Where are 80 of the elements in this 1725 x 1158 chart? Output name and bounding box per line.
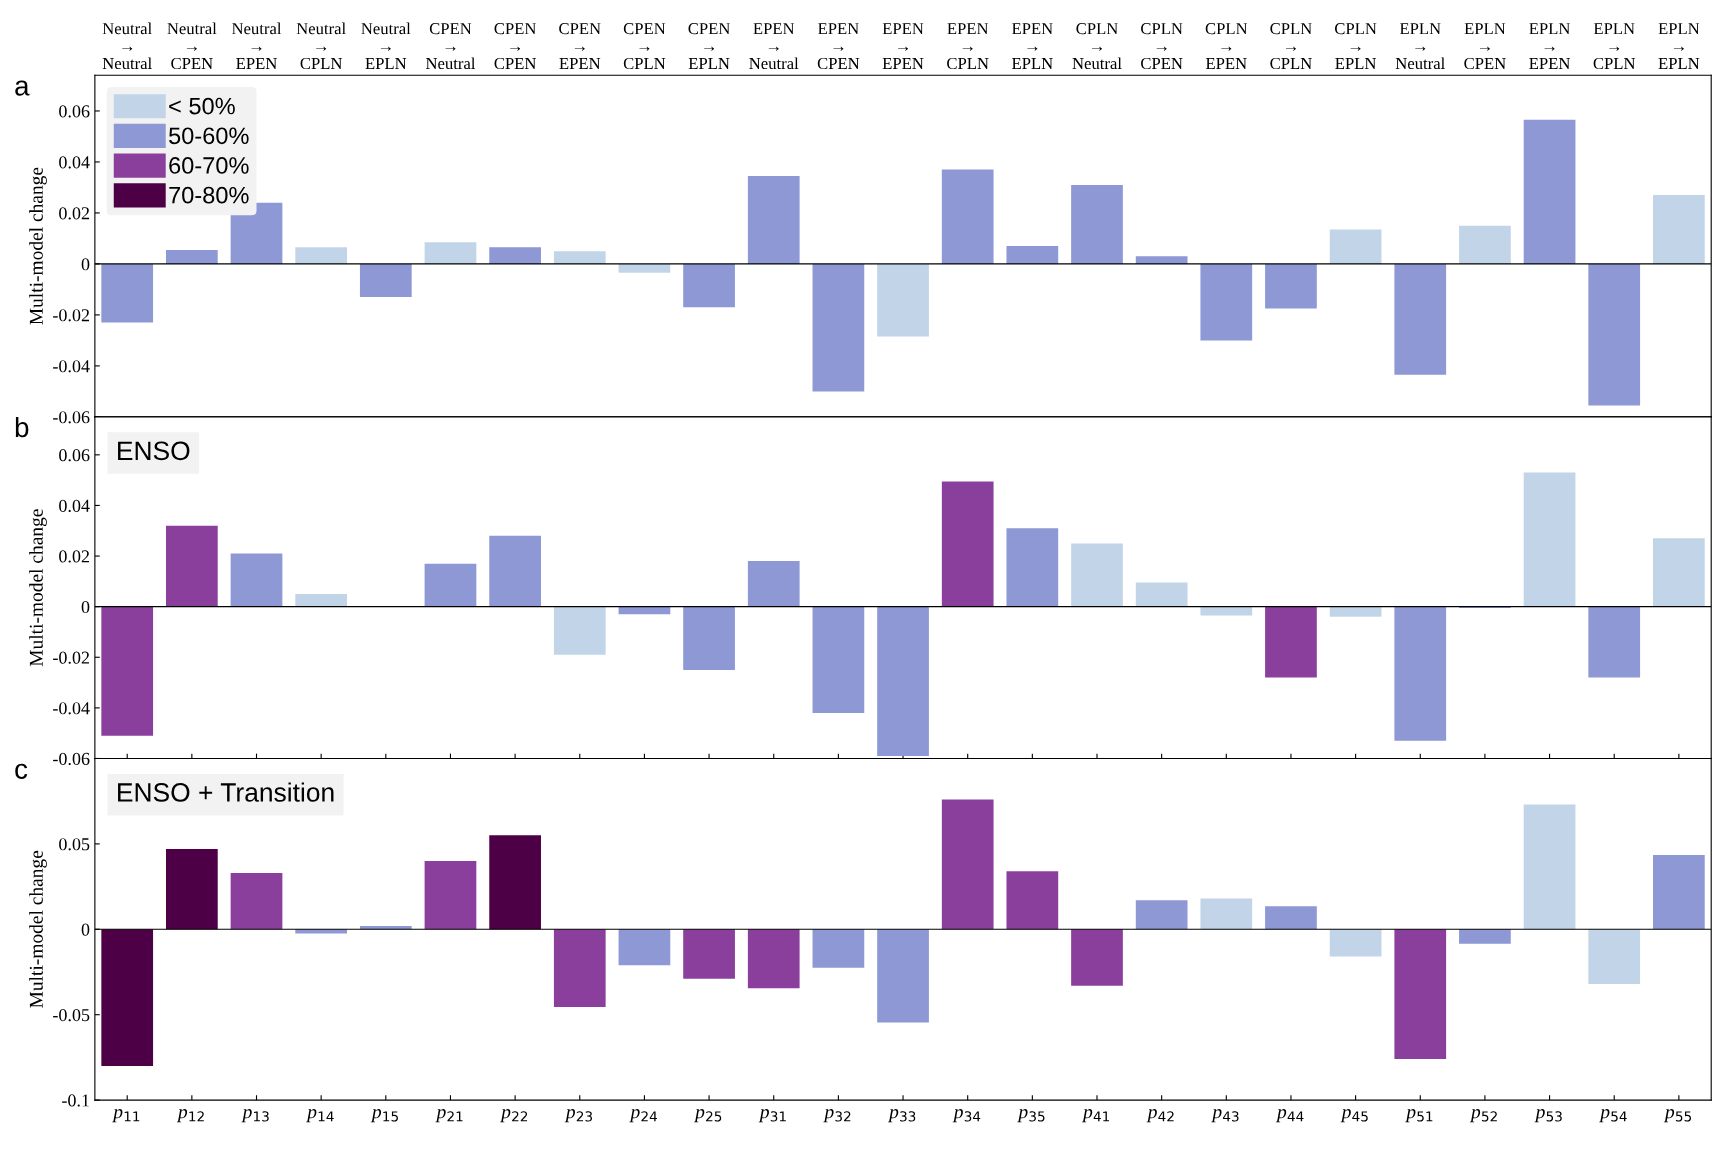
legend-label: 50-60% (169, 127, 249, 145)
y-tick-label: -0.02 (53, 309, 90, 322)
x-tick-label: p$_{51}$ (1405, 1108, 1433, 1123)
x-tick-label: EPLN → CPLN (1593, 23, 1636, 70)
x-tick-label: p$_{24}$ (629, 1108, 657, 1123)
y-axis-title: Multi-model change (29, 509, 47, 667)
x-tick-label: Neutral → Neutral (102, 22, 152, 70)
x-tick-label: p$_{52}$ (1469, 1108, 1497, 1123)
y-tick-label: -0.04 (53, 702, 90, 715)
x-tick-label: EPLN → EPEN (1529, 23, 1571, 69)
x-tick-label: EPEN → Neutral (749, 23, 799, 70)
x-tick-label: p$_{15}$ (370, 1108, 398, 1123)
x-tick-label: EPLN → Neutral (1395, 23, 1445, 70)
y-tick-label: -0.02 (53, 651, 90, 664)
y-tick-label: 0.02 (59, 207, 90, 220)
y-tick-label: 0.06 (59, 105, 90, 118)
x-tick-label: CPEN → CPLN (623, 23, 666, 70)
x-tick-label: p$_{45}$ (1340, 1108, 1368, 1123)
x-tick-label: p$_{25}$ (694, 1108, 722, 1123)
x-tick-label: p$_{32}$ (823, 1108, 851, 1123)
x-tick-label: p$_{21}$ (435, 1108, 463, 1123)
text: b (15, 416, 29, 438)
x-tick-label: CPLN → Neutral (1072, 23, 1122, 70)
x-tick-label: EPLN → CPEN (1464, 23, 1506, 70)
y-tick-label: -0.06 (53, 752, 90, 766)
y-tick-label: -0.1 (62, 1094, 89, 1107)
y-tick-label: 0 (81, 600, 90, 614)
legend-label: < 50% (169, 97, 235, 115)
x-tick-label: CPEN → Neutral (425, 23, 476, 70)
x-tick-label: p$_{35}$ (1017, 1108, 1045, 1123)
text: c (15, 763, 28, 779)
y-tick-label: 0.04 (59, 156, 90, 169)
x-tick-label: p$_{55}$ (1663, 1108, 1692, 1123)
x-tick-label: CPLN → CPEN (1141, 23, 1183, 70)
x-tick-label: p$_{54}$ (1599, 1108, 1627, 1123)
x-tick-label: EPLN → EPLN (1658, 23, 1700, 69)
x-tick-label: Neutral → CPLN (296, 22, 346, 70)
x-tick-label: CPEN → EPLN (688, 23, 730, 69)
x-tick-label: Neutral → EPLN (361, 22, 411, 69)
x-tick-label: p$_{42}$ (1146, 1108, 1174, 1123)
x-tick-label: p$_{53}$ (1534, 1108, 1562, 1123)
text: ENSO (118, 441, 190, 461)
x-tick-label: p$_{12}$ (176, 1108, 204, 1123)
x-tick-label: p$_{22}$ (500, 1108, 528, 1123)
y-tick-label: 0.05 (59, 838, 90, 851)
x-tick-label: Neutral → CPEN (167, 22, 217, 70)
y-tick-label: -0.06 (53, 411, 90, 424)
text: ENSO + Transition (118, 782, 334, 802)
y-tick-label: 0.06 (59, 449, 90, 462)
y-tick-label: -0.05 (53, 1008, 90, 1022)
x-tick-label: p$_{44}$ (1275, 1108, 1304, 1123)
y-tick-label: -0.04 (53, 360, 90, 373)
x-tick-label: CPEN → CPEN (494, 23, 537, 70)
y-tick-label: 0.04 (59, 499, 90, 512)
x-tick-label: CPLN → CPLN (1270, 23, 1312, 70)
y-tick-label: 0 (81, 923, 90, 936)
x-tick-label: p$_{41}$ (1081, 1108, 1110, 1123)
x-tick-label: p$_{34}$ (952, 1108, 981, 1123)
x-tick-label: p$_{14}$ (306, 1108, 334, 1123)
x-tick-label: p$_{43}$ (1211, 1108, 1239, 1123)
x-tick-label: p$_{31}$ (758, 1108, 786, 1123)
y-axis-title: Multi-model change (29, 850, 47, 1008)
y-tick-label: 0 (81, 258, 90, 271)
x-tick-label: p$_{11}$ (112, 1108, 140, 1123)
x-tick-label: CPLN → EPEN (1205, 23, 1248, 69)
legend-label: 70-80% (169, 186, 249, 204)
legend-label: 60-70% (169, 157, 249, 174)
x-tick-label: CPLN → EPLN (1334, 23, 1377, 69)
x-tick-label: p$_{33}$ (888, 1108, 916, 1123)
x-tick-label: EPEN → EPLN (1011, 23, 1053, 69)
x-tick-label: p$_{23}$ (564, 1108, 593, 1123)
x-tick-label: EPEN → CPLN (947, 23, 989, 70)
x-tick-label: EPEN → EPEN (882, 23, 924, 69)
x-tick-label: EPEN → CPEN (817, 23, 860, 70)
y-axis-title: Multi-model change (29, 167, 47, 325)
text: a (15, 80, 30, 96)
y-tick-label: 0.02 (59, 550, 90, 563)
x-tick-label: p$_{13}$ (241, 1108, 269, 1123)
x-tick-label: Neutral → EPEN (232, 22, 282, 69)
x-tick-label: CPEN → EPEN (559, 23, 601, 69)
